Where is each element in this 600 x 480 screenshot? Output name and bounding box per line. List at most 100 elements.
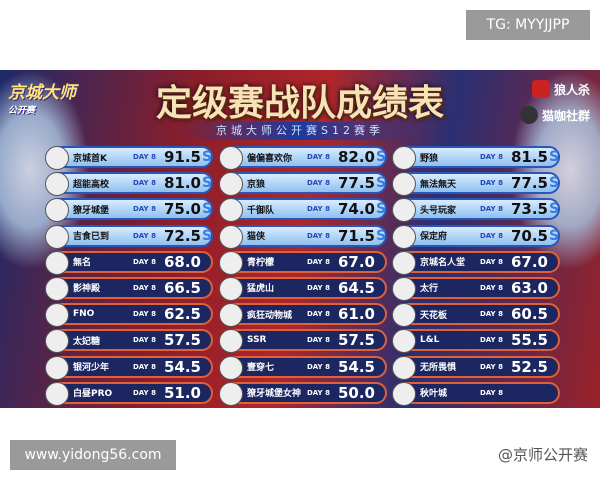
team-row: 青柠檬 DAY 8 67.0 — [219, 250, 387, 275]
tier-s-mark: S — [549, 149, 560, 165]
team-row: 保定府 DAY 8 70.5 S — [392, 224, 560, 249]
day-label: DAY 8 — [480, 310, 503, 319]
team-name: 吉食已到 — [73, 232, 110, 243]
team-row: 壹穿七 DAY 8 54.5 — [219, 355, 387, 380]
scoreboard-poster: 京城大师 公开赛 定级赛战队成绩表 京城大师公开赛S12赛季 狼人杀 猫咖社群 京… — [0, 70, 600, 408]
team-logo-icon — [219, 224, 243, 249]
team-row: 天花板 DAY 8 60.5 — [392, 303, 560, 328]
sponsor-cat-cafe: 猫咖社群 — [519, 106, 590, 124]
team-score: 70.5 — [510, 226, 548, 245]
team-row: 超能高校 DAY 8 81.0 S — [45, 172, 213, 197]
team-row: 白昼PRO DAY 8 51.0 — [45, 381, 213, 406]
day-label: DAY 8 — [480, 283, 503, 292]
team-name: 秋叶城 — [420, 389, 448, 400]
team-row: 野狼 DAY 8 81.5 S — [392, 146, 560, 170]
team-name: 头号玩家 — [420, 205, 457, 216]
tier-s-mark: S — [549, 227, 560, 244]
day-label: DAY 8 — [307, 257, 330, 266]
team-name: 猛虎山 — [247, 284, 275, 295]
team-name: 太妃糖 — [73, 336, 101, 347]
team-score: 61.0 — [337, 305, 375, 324]
team-name: FNO — [73, 309, 95, 320]
team-logo-icon — [219, 146, 243, 170]
day-label: DAY 8 — [480, 388, 503, 397]
team-name: 千御队 — [247, 205, 275, 216]
team-logo-icon — [219, 303, 243, 328]
team-score: 52.5 — [510, 357, 548, 376]
team-row: 無法無天 DAY 8 77.5 S — [392, 172, 560, 197]
team-name: 银河少年 — [73, 363, 110, 373]
tier-s-mark: S — [549, 175, 560, 192]
team-logo-icon — [219, 381, 243, 406]
team-name: 京城首K — [73, 153, 107, 164]
team-row: 獠牙城堡 DAY 8 75.0 S — [45, 198, 213, 223]
tier-s-mark: S — [376, 149, 387, 165]
day-label: DAY 8 — [307, 231, 330, 240]
team-name: SSR — [247, 335, 267, 346]
team-name: 無法無天 — [420, 179, 457, 190]
page-subtitle: 京城大师公开赛S12赛季 — [175, 122, 425, 140]
team-score: 57.5 — [337, 331, 375, 350]
team-name: 太行 — [420, 284, 439, 295]
team-score: 73.5 — [510, 200, 548, 219]
team-row: 秋叶城 DAY 8 — [392, 381, 560, 406]
team-score: 50.0 — [337, 383, 375, 402]
team-row: L&L DAY 8 55.5 — [392, 329, 560, 354]
team-row: 吉食已到 DAY 8 72.5 S — [45, 224, 213, 249]
team-column-1: 京城首K DAY 8 91.5 S 超能高校 DAY 8 81.0 S 獠牙城堡 D… — [45, 146, 213, 408]
team-logo-icon — [219, 355, 243, 380]
tier-s-mark: S — [202, 149, 213, 165]
team-score: 75.0 — [163, 200, 201, 219]
team-logo-icon — [392, 146, 416, 170]
day-label: DAY 8 — [480, 362, 503, 371]
team-name: 獠牙城堡女神 — [247, 389, 302, 400]
team-row: 偏偏喜欢你 DAY 8 82.0 S — [219, 146, 387, 170]
team-row: 无所畏惧 DAY 8 52.5 — [392, 355, 560, 380]
team-name: 青柠檬 — [247, 258, 275, 269]
event-logo-text: 京城大师 — [8, 83, 76, 103]
team-logo-icon — [392, 172, 416, 197]
team-row: 京城首K DAY 8 91.5 S — [45, 146, 213, 170]
team-column-2: 偏偏喜欢你 DAY 8 82.0 S 京狼 DAY 8 77.5 S 千御队 DAY… — [219, 146, 387, 408]
team-score: 57.5 — [163, 331, 201, 350]
day-label: DAY 8 — [307, 310, 330, 319]
team-row: 京城名人堂 DAY 8 67.0 — [392, 250, 560, 275]
team-logo-icon — [219, 329, 243, 354]
team-score: 67.0 — [510, 252, 548, 271]
event-logo: 京城大师 公开赛 — [8, 78, 78, 126]
team-score: 77.5 — [337, 174, 375, 193]
team-row: 影神殿 DAY 8 66.5 — [45, 276, 213, 301]
team-score: 71.5 — [337, 226, 375, 245]
team-score: 68.0 — [163, 252, 201, 271]
team-row: 京狼 DAY 8 77.5 S — [219, 172, 387, 197]
team-name: 京狼 — [247, 179, 266, 190]
day-label: DAY 8 — [133, 257, 156, 266]
team-score: 55.5 — [510, 331, 548, 350]
team-logo-icon — [45, 329, 69, 354]
team-score: 77.5 — [510, 174, 548, 193]
day-label: DAY 8 — [133, 388, 156, 397]
day-label: DAY 8 — [307, 153, 330, 161]
team-name: 京城名人堂 — [420, 258, 466, 269]
team-row: 千御队 DAY 8 74.0 S — [219, 198, 387, 223]
team-name: L&L — [420, 335, 440, 346]
team-score: 82.0 — [337, 148, 375, 166]
team-name: 保定府 — [420, 232, 448, 243]
day-label: DAY 8 — [480, 336, 503, 345]
sponsor-label: 猫咖社群 — [541, 108, 590, 123]
team-row: 银河少年 DAY 8 54.5 — [45, 355, 213, 380]
team-logo-icon — [392, 355, 416, 380]
team-name: 無名 — [73, 258, 92, 269]
team-column-3: 野狼 DAY 8 81.5 S 無法無天 DAY 8 77.5 S 头号玩家 DAY… — [392, 146, 560, 408]
team-row: 太妃糖 DAY 8 57.5 — [45, 329, 213, 354]
team-score: 74.0 — [337, 200, 375, 219]
team-name: 獠牙城堡 — [73, 205, 110, 216]
team-name: 白昼PRO — [73, 389, 113, 400]
team-logo-icon — [392, 276, 416, 301]
team-row: 猫侠 DAY 8 71.5 S — [219, 224, 387, 249]
team-logo-icon — [45, 224, 69, 249]
day-label: DAY 8 — [307, 336, 330, 345]
sponsor-label: 狼人杀 — [553, 82, 590, 97]
team-score: 81.5 — [510, 148, 548, 166]
tier-s-mark: S — [376, 227, 387, 244]
